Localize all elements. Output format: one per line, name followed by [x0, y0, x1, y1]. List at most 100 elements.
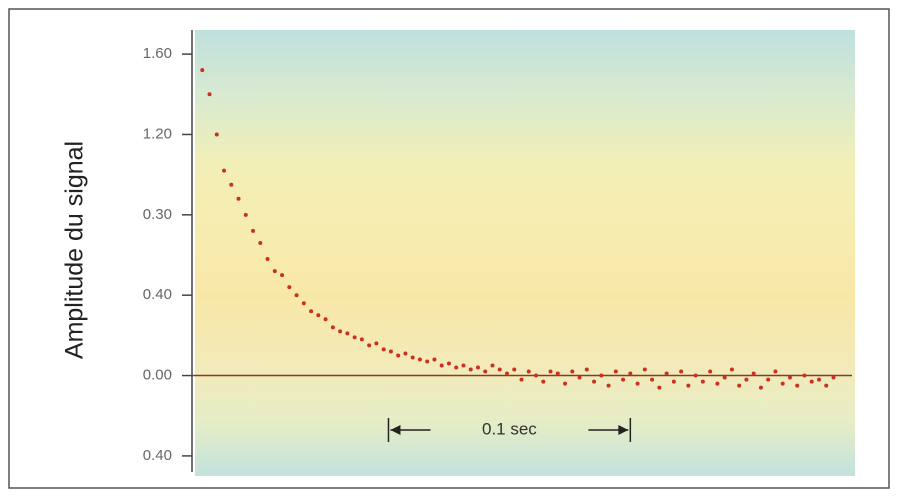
y-tick-label: 0.40 — [143, 447, 172, 464]
data-point — [737, 383, 742, 388]
data-point — [504, 371, 509, 376]
y-tick-label: 1.20 — [143, 125, 172, 142]
data-point — [657, 385, 662, 390]
data-point — [606, 383, 611, 388]
data-point — [548, 369, 553, 374]
scale-bar-arrowhead — [390, 425, 401, 435]
data-point — [780, 381, 785, 386]
data-point — [722, 375, 727, 380]
data-point — [628, 371, 633, 376]
data-point — [396, 353, 401, 358]
data-point — [352, 335, 357, 340]
data-point — [468, 367, 473, 372]
data-point — [802, 373, 807, 378]
data-point — [831, 375, 836, 380]
data-point — [475, 365, 480, 370]
data-point — [570, 369, 575, 374]
data-point — [816, 377, 821, 382]
data-point — [280, 273, 285, 278]
data-point — [758, 385, 763, 390]
data-point — [679, 369, 684, 374]
data-point — [635, 381, 640, 386]
data-point — [584, 367, 589, 372]
data-point — [367, 343, 372, 348]
data-point — [432, 357, 437, 362]
data-point — [483, 369, 488, 374]
data-point — [374, 341, 379, 346]
data-point — [425, 359, 430, 364]
data-point — [773, 369, 778, 374]
data-point — [330, 325, 335, 330]
data-point — [338, 329, 343, 334]
data-point — [439, 363, 444, 368]
data-point — [708, 369, 713, 374]
data-point — [309, 309, 314, 314]
data-point — [294, 293, 299, 298]
data-point — [301, 301, 306, 306]
data-point — [613, 369, 618, 374]
data-point — [599, 373, 604, 378]
data-point — [229, 182, 234, 187]
data-point — [650, 377, 655, 382]
data-point — [461, 363, 466, 368]
data-point — [323, 317, 328, 322]
data-point — [526, 369, 531, 374]
data-point — [417, 357, 422, 362]
data-point — [236, 196, 241, 201]
data-point — [621, 377, 626, 382]
data-point — [809, 379, 814, 384]
data-point — [251, 228, 256, 233]
data-point — [454, 365, 459, 370]
data-point — [410, 355, 415, 360]
data-point — [497, 367, 502, 372]
data-point — [519, 377, 524, 382]
data-point — [795, 383, 800, 388]
scale-bar-arrowhead — [618, 425, 629, 435]
y-tick-label: 0.40 — [143, 286, 172, 303]
data-point — [316, 313, 321, 318]
data-point — [381, 347, 386, 352]
data-point — [265, 257, 270, 262]
data-point — [403, 351, 408, 356]
data-point — [577, 375, 582, 380]
plot-background — [195, 30, 855, 476]
data-point — [345, 331, 350, 336]
data-point — [642, 367, 647, 372]
data-point — [541, 379, 546, 384]
data-point — [555, 371, 560, 376]
data-point — [388, 349, 393, 354]
data-point — [664, 371, 669, 376]
data-point — [446, 361, 451, 366]
data-point — [563, 381, 568, 386]
data-point — [751, 371, 756, 376]
data-point — [512, 367, 517, 372]
scale-bar-label: 0.1 sec — [482, 419, 537, 438]
y-axis-title: Amplitude du signal — [61, 141, 89, 359]
data-point — [200, 68, 205, 73]
data-point — [744, 377, 749, 382]
data-point — [258, 240, 263, 245]
data-point — [671, 379, 676, 384]
data-point — [490, 363, 495, 368]
y-tick-label: 1.60 — [143, 45, 172, 62]
data-point — [766, 377, 771, 382]
data-point — [686, 383, 691, 388]
data-point — [243, 212, 248, 217]
data-point — [700, 379, 705, 384]
data-point — [534, 373, 539, 378]
data-point — [729, 367, 734, 372]
data-point — [207, 92, 212, 97]
data-point — [787, 375, 792, 380]
data-point — [824, 383, 829, 388]
data-point — [272, 269, 277, 274]
data-point — [287, 285, 292, 290]
data-point — [222, 168, 227, 173]
data-point — [592, 379, 597, 384]
data-point — [715, 381, 720, 386]
data-point — [693, 373, 698, 378]
y-tick-label: 0.30 — [143, 206, 172, 223]
data-point — [359, 337, 364, 342]
data-point — [214, 132, 219, 137]
y-tick-label: 0.00 — [143, 367, 172, 384]
